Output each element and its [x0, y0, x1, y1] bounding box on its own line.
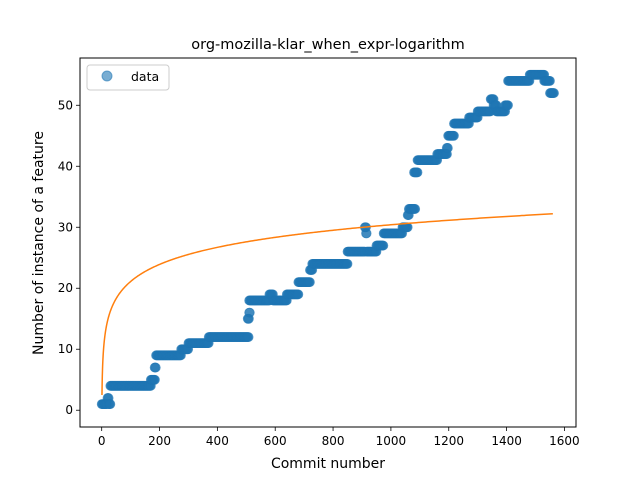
y-axis-label: Number of instance of a feature — [31, 131, 47, 355]
data-point — [412, 167, 423, 178]
axes-frame — [79, 57, 577, 428]
data-point — [150, 374, 160, 385]
data-point — [449, 130, 459, 141]
chart-title: org-mozilla-klar_when_expr-logarithm — [191, 37, 464, 53]
x-tick-label: 200 — [148, 434, 171, 448]
y-tick-label: 20 — [58, 281, 73, 295]
data-point — [545, 75, 555, 86]
legend: data — [86, 64, 170, 91]
x-axis-label: Commit number — [271, 456, 385, 472]
plot-area — [96, 69, 559, 410]
data-point — [150, 362, 161, 373]
y-tick-label: 40 — [58, 159, 73, 173]
data-point — [410, 204, 421, 214]
legend-label-data: data — [131, 69, 159, 84]
y-tick-label: 10 — [58, 342, 73, 356]
x-tick-label: 0 — [98, 434, 106, 448]
data-point — [105, 399, 116, 410]
data-point — [442, 143, 453, 153]
legend-marker-data — [101, 70, 113, 82]
data-point — [361, 228, 372, 239]
x-tick-label: 1200 — [433, 434, 464, 448]
data-point — [549, 88, 559, 98]
x-tick-label: 1400 — [491, 434, 522, 448]
data-point — [293, 289, 304, 300]
x-tick-label: 400 — [206, 434, 229, 448]
y-axis-ticks: 0 10 20 30 40 50 — [58, 98, 80, 417]
y-tick-label: 0 — [65, 403, 73, 417]
data-point — [503, 100, 513, 111]
x-axis-ticks: 0 200 400 600 800 1000 1200 1400 1600 — [98, 427, 580, 448]
data-point — [244, 307, 255, 318]
fit-layer — [101, 213, 553, 395]
fit-line — [101, 213, 553, 395]
y-tick-label: 50 — [58, 98, 73, 112]
data-layer — [96, 69, 559, 410]
x-tick-label: 1000 — [376, 434, 407, 448]
data-point — [378, 240, 389, 251]
data-point — [305, 277, 315, 288]
x-tick-label: 600 — [264, 434, 287, 448]
x-tick-label: 800 — [322, 434, 345, 448]
x-tick-label: 1600 — [549, 434, 580, 448]
y-tick-label: 30 — [58, 220, 73, 234]
data-point — [342, 258, 353, 269]
data-point — [243, 332, 254, 342]
